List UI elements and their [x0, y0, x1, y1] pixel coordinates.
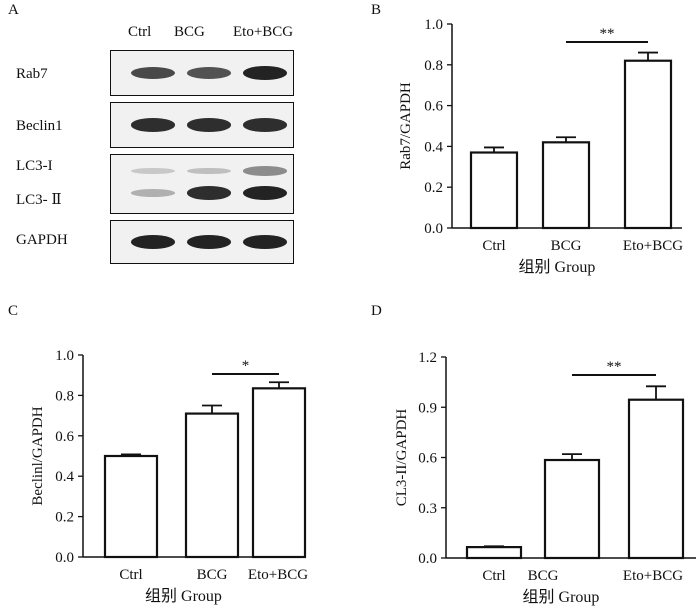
y-tick-label: 1.0 [55, 348, 74, 364]
blot-band [243, 66, 287, 80]
significance-label: ** [600, 26, 615, 42]
x-tick-label: Eto+BCG [623, 568, 683, 584]
y-tick-label: 1.0 [424, 17, 443, 33]
blot-band [243, 235, 287, 249]
x-tick-label: BCG [197, 567, 228, 583]
chart-rab7-gapdh: 0.0 0.2 0.4 0.6 0.8 1.0 Ctrl BCG Eto+BCG ** Rab7/G… [398, 17, 683, 276]
panel-letter-d: D [371, 303, 382, 319]
y-tick-label: 0.4 [424, 139, 443, 155]
bar [543, 458, 601, 560]
x-tick-label: BCG [528, 568, 559, 584]
blot-band [243, 166, 287, 176]
x-tick-label: Eto+BCG [623, 238, 683, 254]
y-tick-label: 0.6 [424, 99, 443, 115]
y-tick-label: 0.9 [418, 400, 437, 416]
bar [627, 398, 685, 560]
blot-band [131, 189, 175, 197]
y-tick-label: 0.3 [418, 501, 437, 517]
blot-strip-lc3 [110, 154, 294, 214]
blot-band [243, 118, 287, 132]
blot-band [187, 167, 231, 175]
bar [541, 141, 591, 230]
x-axis-label: 组别 Group [519, 258, 596, 276]
bar [184, 412, 240, 559]
bar [465, 546, 523, 560]
blot-band [131, 67, 175, 79]
x-tick-label: Ctrl [482, 238, 505, 254]
bar [623, 59, 673, 230]
lane-header-eto-bcg: Eto+BCG [233, 24, 294, 40]
y-tick-label: 0.0 [55, 550, 74, 566]
x-tick-label: Ctrl [119, 567, 142, 583]
blot-strip-gapdh [110, 220, 294, 264]
x-axis-label: 组别 Group [523, 588, 600, 606]
blot-label-rab7: Rab7 [16, 66, 48, 82]
blot-label-lc3-ii: LC3- Ⅱ [16, 192, 62, 208]
y-tick-label: 0.8 [55, 388, 74, 404]
bar [469, 151, 519, 230]
blot-band [187, 186, 231, 200]
panel-letter-c: C [8, 303, 19, 319]
blot-band [187, 235, 231, 249]
bar [103, 454, 159, 559]
significance-label: * [242, 358, 250, 374]
y-tick-label: 0.0 [424, 221, 443, 237]
panel-letter-a: A [8, 2, 19, 18]
y-axis-label: Rab7/GAPDH [398, 82, 414, 170]
y-tick-label: 0.0 [418, 551, 437, 567]
y-axis-label: Beclinl/GAPDH [30, 406, 46, 505]
blot-strip-beclin1 [110, 102, 294, 148]
x-tick-label: BCG [551, 238, 582, 254]
blot-band [187, 118, 231, 132]
y-tick-label: 0.8 [424, 58, 443, 74]
blot-band [243, 186, 287, 200]
blot-band [131, 235, 175, 249]
blot-label-beclin1: Beclin1 [16, 118, 63, 134]
y-tick-label: 1.2 [418, 350, 437, 366]
y-tick-label: 0.2 [424, 180, 443, 196]
chart-beclin1-gapdh: 0.0 0.2 0.4 0.6 0.8 1.0 Ctrl BCG Eto+BCG * Beclinl… [30, 348, 308, 605]
y-axis-label: CL3-II/GAPDH [394, 409, 410, 507]
x-axis-label: 组别 Group [145, 587, 222, 605]
blot-band [187, 67, 231, 79]
lane-header-ctrl: Ctrl [128, 24, 152, 40]
blot-band [131, 118, 175, 132]
chart-lc3-ii-gapdh: 0.0 0.3 0.6 0.9 1.2 Ctrl BCG Eto+BCG ** CL3-II/GA… [394, 350, 696, 606]
y-tick-label: 0.6 [418, 451, 437, 467]
bar [251, 387, 307, 559]
blot-label-gapdh: GAPDH [16, 232, 68, 248]
x-tick-label: Eto+BCG [248, 567, 308, 583]
panel-letter-b: B [371, 2, 382, 18]
y-tick-label: 0.6 [55, 429, 74, 445]
y-tick-label: 0.2 [55, 510, 74, 526]
western-blot-panel: Ctrl BCG Eto+BCG Rab7 Beclin1 LC3-I LC3-… [0, 0, 310, 270]
blot-band [131, 167, 175, 175]
lane-header-bcg: BCG [174, 24, 205, 40]
blot-label-lc3-i: LC3-I [16, 158, 53, 174]
significance-label: ** [607, 359, 622, 375]
x-tick-label: Ctrl [482, 568, 505, 584]
blot-strip-rab7 [110, 50, 294, 96]
y-tick-label: 0.4 [55, 469, 74, 485]
